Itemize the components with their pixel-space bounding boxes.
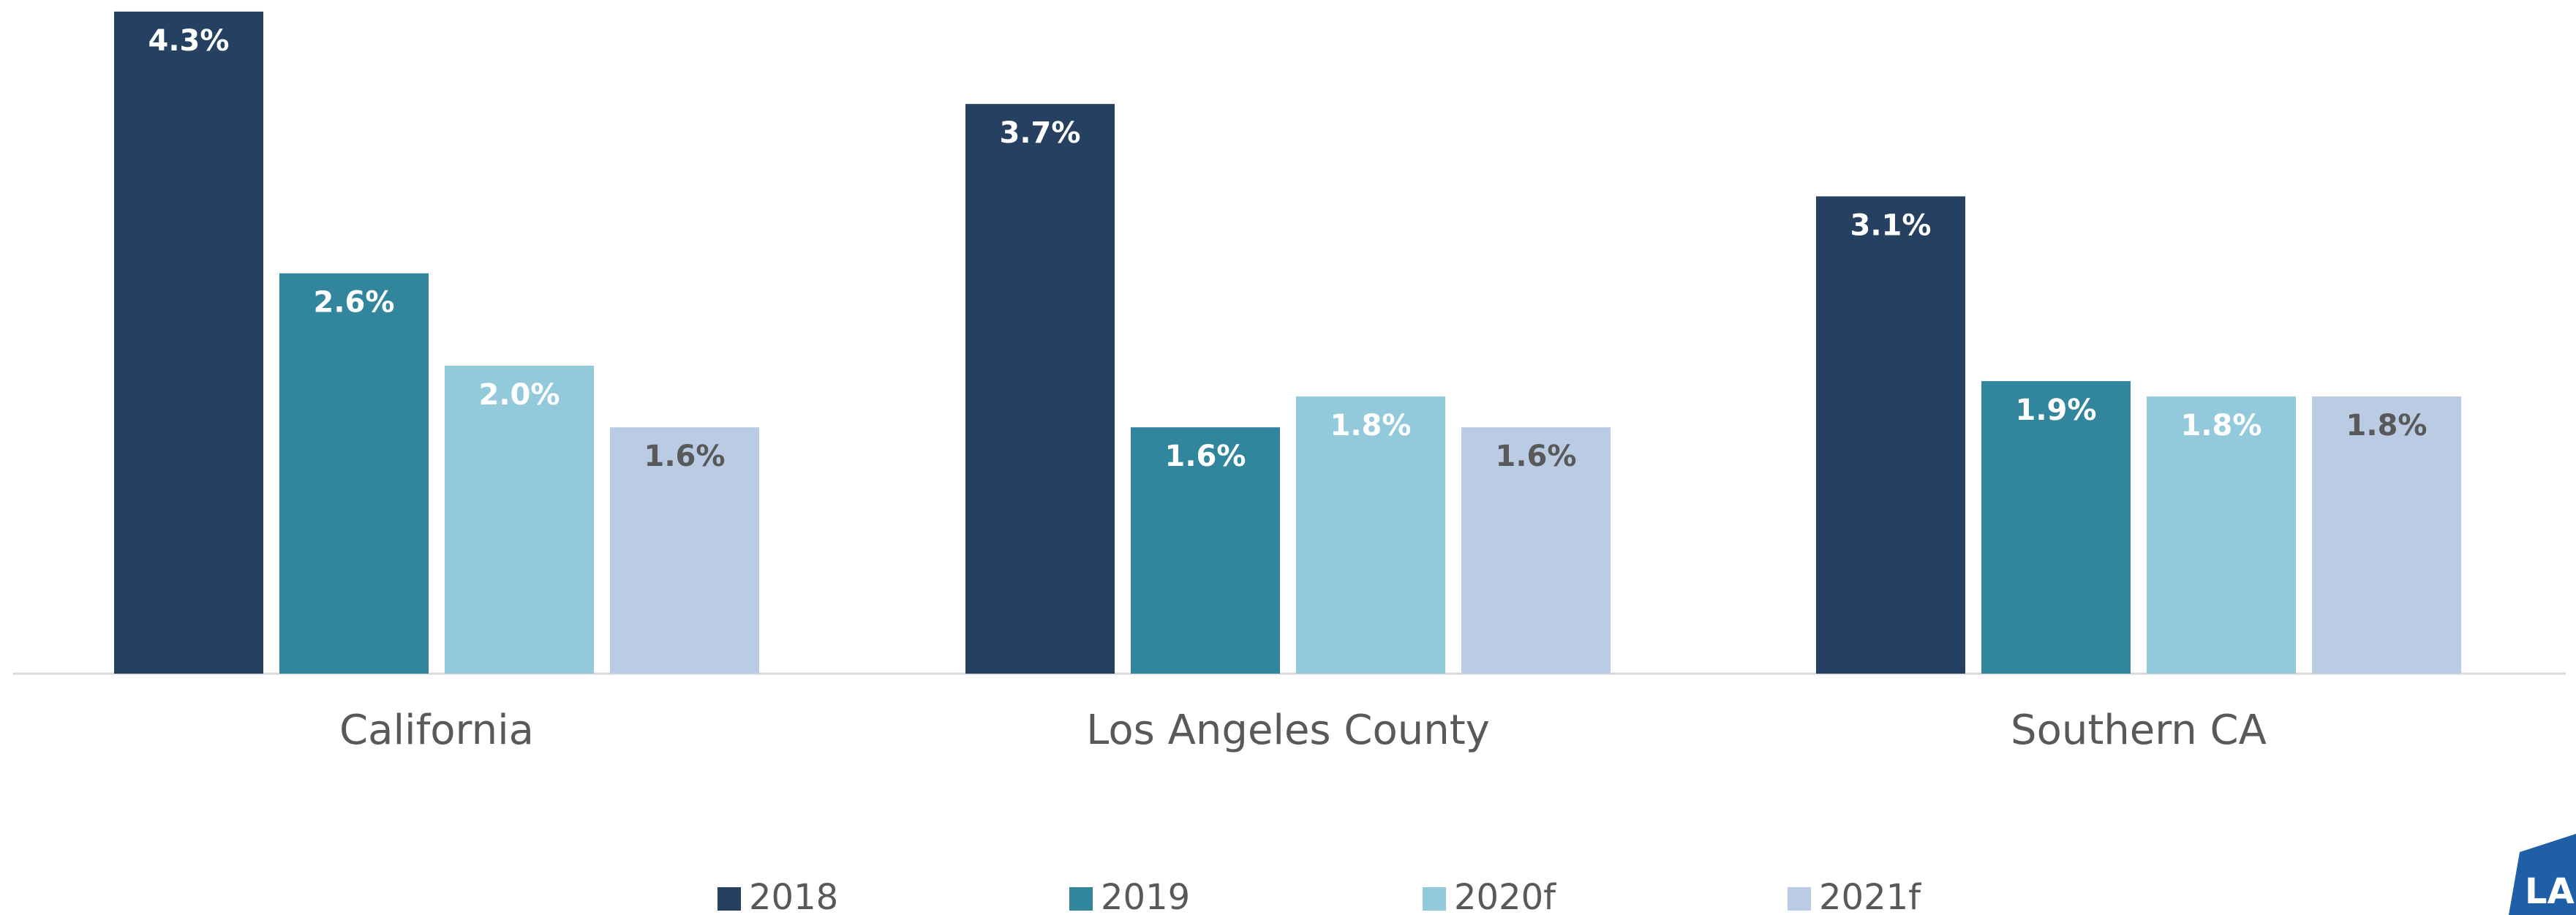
bar	[1461, 427, 1611, 674]
bar	[965, 104, 1115, 674]
bar	[114, 11, 263, 674]
value-label: 1.8%	[1330, 409, 1412, 443]
value-label: 1.9%	[2016, 394, 2097, 427]
legend-swatch	[1423, 887, 1446, 911]
value-label: 3.1%	[1850, 208, 1932, 242]
bar	[279, 273, 429, 674]
logo-shape	[2509, 834, 2576, 915]
legend-label: 2020f	[1454, 877, 1556, 915]
bar	[1131, 427, 1280, 674]
value-label: 1.8%	[2346, 409, 2428, 443]
value-label: 1.6%	[644, 440, 726, 473]
legend-swatch	[1788, 887, 1811, 911]
x-tick-label: Southern CA	[2011, 707, 2267, 754]
legend-swatch	[718, 887, 741, 911]
bar	[1816, 196, 1965, 674]
bar	[2147, 396, 2296, 674]
legend-swatch	[1069, 887, 1093, 911]
legend-label: 2018	[749, 877, 838, 915]
bar	[610, 427, 759, 674]
value-label: 2.0%	[479, 378, 560, 412]
value-label: 1.8%	[2181, 409, 2262, 443]
bar	[1981, 381, 2131, 674]
bar	[445, 366, 594, 674]
legend-label: 2021f	[1819, 877, 1921, 915]
bar	[2312, 396, 2461, 674]
bar	[1296, 396, 1445, 674]
value-label: 1.6%	[1496, 440, 1577, 473]
value-label: 3.7%	[1000, 116, 1081, 150]
x-tick-label: California	[339, 707, 534, 754]
value-label: 1.6%	[1165, 440, 1246, 473]
logo: LA	[2525, 871, 2575, 912]
value-label: 4.3%	[148, 24, 230, 58]
x-tick-label: Los Angeles County	[1086, 707, 1490, 754]
value-label: 2.6%	[314, 286, 395, 320]
legend-label: 2019	[1101, 877, 1190, 915]
